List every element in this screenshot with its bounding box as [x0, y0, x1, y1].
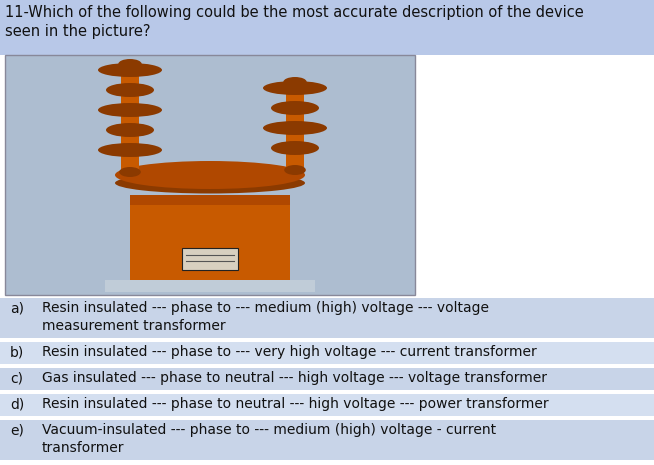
Text: b): b) [10, 345, 24, 359]
Ellipse shape [263, 81, 327, 95]
Ellipse shape [98, 63, 162, 77]
FancyBboxPatch shape [105, 280, 315, 292]
Ellipse shape [283, 77, 307, 87]
FancyBboxPatch shape [130, 195, 290, 205]
FancyBboxPatch shape [286, 80, 304, 170]
FancyBboxPatch shape [182, 248, 238, 270]
Text: transformer: transformer [42, 441, 124, 455]
Text: d): d) [10, 397, 24, 411]
Ellipse shape [118, 59, 142, 69]
Ellipse shape [98, 143, 162, 157]
FancyBboxPatch shape [0, 0, 654, 55]
FancyBboxPatch shape [0, 394, 654, 416]
Text: c): c) [10, 371, 23, 385]
Ellipse shape [98, 103, 162, 117]
FancyBboxPatch shape [5, 55, 415, 295]
Text: Resin insulated --- phase to --- medium (high) voltage --- voltage: Resin insulated --- phase to --- medium … [42, 301, 489, 315]
Text: 11-Which of the following could be the most accurate description of the device: 11-Which of the following could be the m… [5, 5, 584, 20]
Ellipse shape [106, 83, 154, 97]
FancyBboxPatch shape [0, 368, 654, 390]
Text: Resin insulated --- phase to --- very high voltage --- current transformer: Resin insulated --- phase to --- very hi… [42, 345, 537, 359]
FancyBboxPatch shape [0, 342, 654, 364]
FancyBboxPatch shape [0, 420, 654, 460]
Ellipse shape [284, 165, 306, 175]
FancyBboxPatch shape [130, 195, 290, 280]
Ellipse shape [115, 173, 305, 193]
Text: seen in the picture?: seen in the picture? [5, 24, 150, 39]
Text: Vacuum-insulated --- phase to --- medium (high) voltage - current: Vacuum-insulated --- phase to --- medium… [42, 423, 496, 437]
FancyBboxPatch shape [0, 298, 654, 338]
Text: e): e) [10, 423, 24, 437]
Text: Resin insulated --- phase to neutral --- high voltage --- power transformer: Resin insulated --- phase to neutral ---… [42, 397, 549, 411]
Text: measurement transformer: measurement transformer [42, 319, 226, 333]
Text: Gas insulated --- phase to neutral --- high voltage --- voltage transformer: Gas insulated --- phase to neutral --- h… [42, 371, 547, 385]
Ellipse shape [106, 123, 154, 137]
Text: a): a) [10, 301, 24, 315]
Ellipse shape [271, 141, 319, 155]
Ellipse shape [119, 167, 141, 177]
FancyBboxPatch shape [121, 62, 139, 172]
Ellipse shape [271, 101, 319, 115]
Ellipse shape [263, 121, 327, 135]
Ellipse shape [115, 161, 305, 189]
